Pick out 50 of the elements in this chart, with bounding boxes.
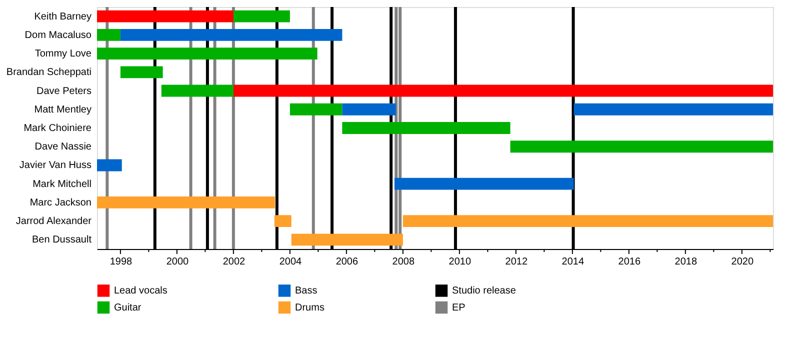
bar: [161, 84, 234, 97]
y-tick-label: Ben Dussault: [32, 234, 92, 246]
legend-label: Studio release: [452, 286, 516, 297]
legend-label: Bass: [295, 286, 318, 297]
bar: [233, 10, 290, 22]
bar: [274, 215, 292, 228]
y-tick-label: Mark Mitchell: [32, 178, 92, 190]
y-tick-label: Mark Choiniere: [24, 123, 92, 134]
y-tick-label: Brandan Scheppati: [6, 67, 92, 78]
x-tick-label: 2018: [674, 256, 698, 268]
y-tick-label: Dom Macaluso: [24, 30, 92, 41]
legend-label: EP: [452, 302, 466, 314]
bar: [97, 196, 275, 208]
bar: [97, 48, 318, 60]
y-tick-label: Keith Barney: [34, 11, 92, 22]
x-tick-label: 1998: [110, 256, 133, 268]
bar: [97, 159, 122, 172]
bar: [510, 140, 773, 153]
x-tick-label: 2002: [222, 256, 246, 268]
x-tick-label: 2014: [562, 256, 584, 268]
bar: [290, 103, 342, 116]
x-tick-label: 2008: [392, 256, 415, 268]
x-tick-label: 2010: [448, 256, 472, 268]
x-tick-label: 2012: [505, 256, 528, 268]
bar: [233, 84, 773, 97]
y-tick-label: Jarrod Alexander: [16, 216, 92, 228]
x-tick-label: 2020: [731, 256, 754, 268]
legend-label: Guitar: [114, 302, 142, 314]
legend-label: Drums: [295, 302, 324, 314]
bar: [394, 178, 574, 190]
y-tick-label: Dave Nassie: [34, 142, 92, 153]
bar: [97, 10, 234, 22]
bar: [97, 28, 120, 41]
bar: [402, 215, 773, 228]
bar: [342, 103, 396, 116]
y-tick-label: Matt Mentley: [34, 104, 92, 116]
y-tick-label: Tommy Love: [34, 48, 92, 60]
legend-label: Lead vocals: [114, 286, 168, 297]
x-tick-label: 2000: [166, 256, 190, 268]
y-tick-label: Javier Van Huss: [19, 160, 92, 172]
y-tick-label: Marc Jackson: [30, 197, 92, 208]
x-tick-label: 2004: [279, 256, 302, 268]
bar: [574, 103, 773, 116]
x-tick-label: 2016: [618, 256, 641, 268]
x-tick-label: 2006: [336, 256, 358, 268]
bar: [120, 66, 163, 78]
bar: [291, 234, 403, 246]
bar: [120, 28, 342, 41]
bar: [342, 122, 510, 134]
y-tick-label: Dave Peters: [36, 86, 92, 97]
